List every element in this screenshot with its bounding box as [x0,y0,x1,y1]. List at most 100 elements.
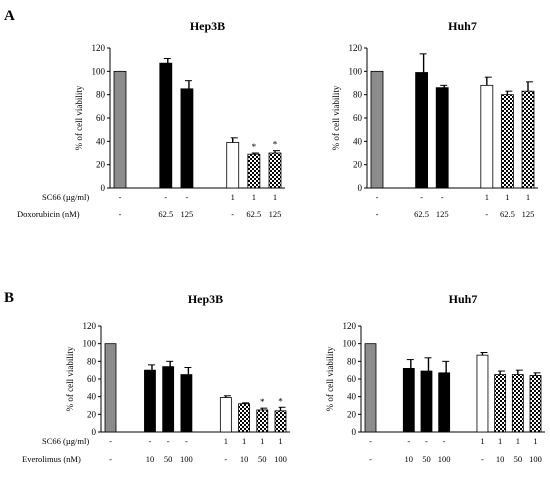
treatment-value: 1 [252,192,256,202]
y-tick-label: 60 [96,113,106,123]
treatment-value: - [231,209,234,219]
y-tick-label: 120 [349,43,363,53]
treatment-value: - [185,436,188,446]
treatment-value: - [420,192,423,202]
significance-star: * [252,142,257,152]
y-tick-label: 20 [96,160,106,170]
y-tick-label: 0 [92,427,97,437]
treatment-value: - [441,192,444,202]
treatment-label-b-sc66: SC66 (µg/ml) [42,436,89,446]
bar-combo [521,90,535,189]
treatment-value: 1 [260,436,264,446]
bar-drug [144,369,156,433]
treatment-label-a-drug: Doxorubicin (nM) [17,209,80,219]
treatment-value: - [376,192,379,202]
bar-combo [529,375,542,433]
treatment-value: - [164,192,167,202]
treatment-value: - [119,209,122,219]
y-tick-label: 0 [101,183,106,193]
bar-combo [511,374,524,433]
y-axis-label: % of cell viability [74,85,84,150]
treatment-value: 62.5 [158,209,173,219]
treatment-value: 125 [181,209,194,219]
y-tick-label: 0 [358,183,363,193]
bar-control [370,70,384,189]
treatment-value: - [369,436,372,446]
bar-control [104,343,117,433]
y-tick-label: 80 [96,90,106,100]
significance-star: * [278,396,283,406]
treatment-value: 100 [274,454,287,464]
treatment-value: - [443,436,446,446]
bar-drug [159,62,173,189]
treatment-label-b-drug: Everolimus (nM) [22,454,81,464]
y-tick-label: 40 [353,136,363,146]
treatment-value: 1 [231,192,235,202]
bar-sc66 [480,84,494,189]
bar-control [113,70,127,189]
treatment-value: 10 [146,454,155,464]
treatment-value: 1 [485,192,489,202]
y-tick-label: 20 [347,409,357,419]
y-tick-label: 40 [87,392,97,402]
y-tick-label: 40 [347,392,357,402]
y-tick-label: 120 [83,321,97,331]
y-tick-label: 80 [347,356,357,366]
treatment-value: - [167,436,170,446]
bar-sc66 [476,354,489,433]
y-tick-label: 60 [353,113,363,123]
treatment-value: 62.5 [414,209,429,219]
y-tick-label: 60 [87,374,97,384]
treatment-value: 1 [516,436,520,446]
treatment-value: 1 [273,192,277,202]
treatment-value: - [376,209,379,219]
bar-drug [180,374,193,433]
bar-drug [435,87,449,189]
chart-b-hep3b: Hep3B % of cell viability 0 20 40 60 80 100 120 -… [65,292,290,464]
treatment-value: 1 [242,436,246,446]
bar-sc66 [219,397,232,433]
treatment-value: - [109,436,112,446]
bar-combo [501,94,514,189]
bar-combo [494,374,507,433]
treatment-value: - [109,454,112,464]
bar-combo [274,410,287,433]
bar-drug [162,366,175,433]
y-axis-label: % of cell viability [331,85,341,150]
y-tick-label: 80 [87,356,97,366]
treatment-value: - [481,454,484,464]
bar-drug [420,370,433,433]
treatment-value: - [186,192,189,202]
treatment-value: 10 [496,454,505,464]
bar-drug [415,72,429,189]
treatment-value: - [224,454,227,464]
treatment-value: - [369,454,372,464]
treatment-value: - [149,436,152,446]
treatment-value: 125 [436,209,449,219]
chart-a-hep3b: Hep3B % of cell viability 0 20 40 60 80 100 120 -… [74,19,285,219]
y-tick-label: 20 [87,409,97,419]
treatment-value: 1 [278,436,282,446]
panel-letter-b: B [4,290,14,306]
treatment-value: - [407,436,410,446]
y-tick-label: 100 [343,339,357,349]
treatment-value: 125 [269,209,282,219]
bar-drug [402,367,415,433]
treatment-value: 100 [180,454,193,464]
bar-sc66 [226,142,240,189]
treatment-value: 1 [224,436,228,446]
y-tick-label: 80 [353,90,363,100]
panel-letter-a: A [4,8,15,24]
bar-drug [180,88,194,189]
chart-title: Hep3B [188,292,223,306]
treatment-value: 50 [258,454,267,464]
treatment-value: 100 [438,454,451,464]
treatment-value: 50 [422,454,431,464]
treatment-value: 10 [405,454,414,464]
chart-a-huh7: Huh7 % of cell viability 0 20 40 60 80 100 120 - -… [331,19,538,219]
treatment-value: 50 [514,454,523,464]
chart-b-huh7: Huh7 % of cell viability 0 20 40 60 80 100 120 - -… [325,292,545,464]
y-tick-label: 100 [83,339,97,349]
bar-drug [438,372,451,433]
